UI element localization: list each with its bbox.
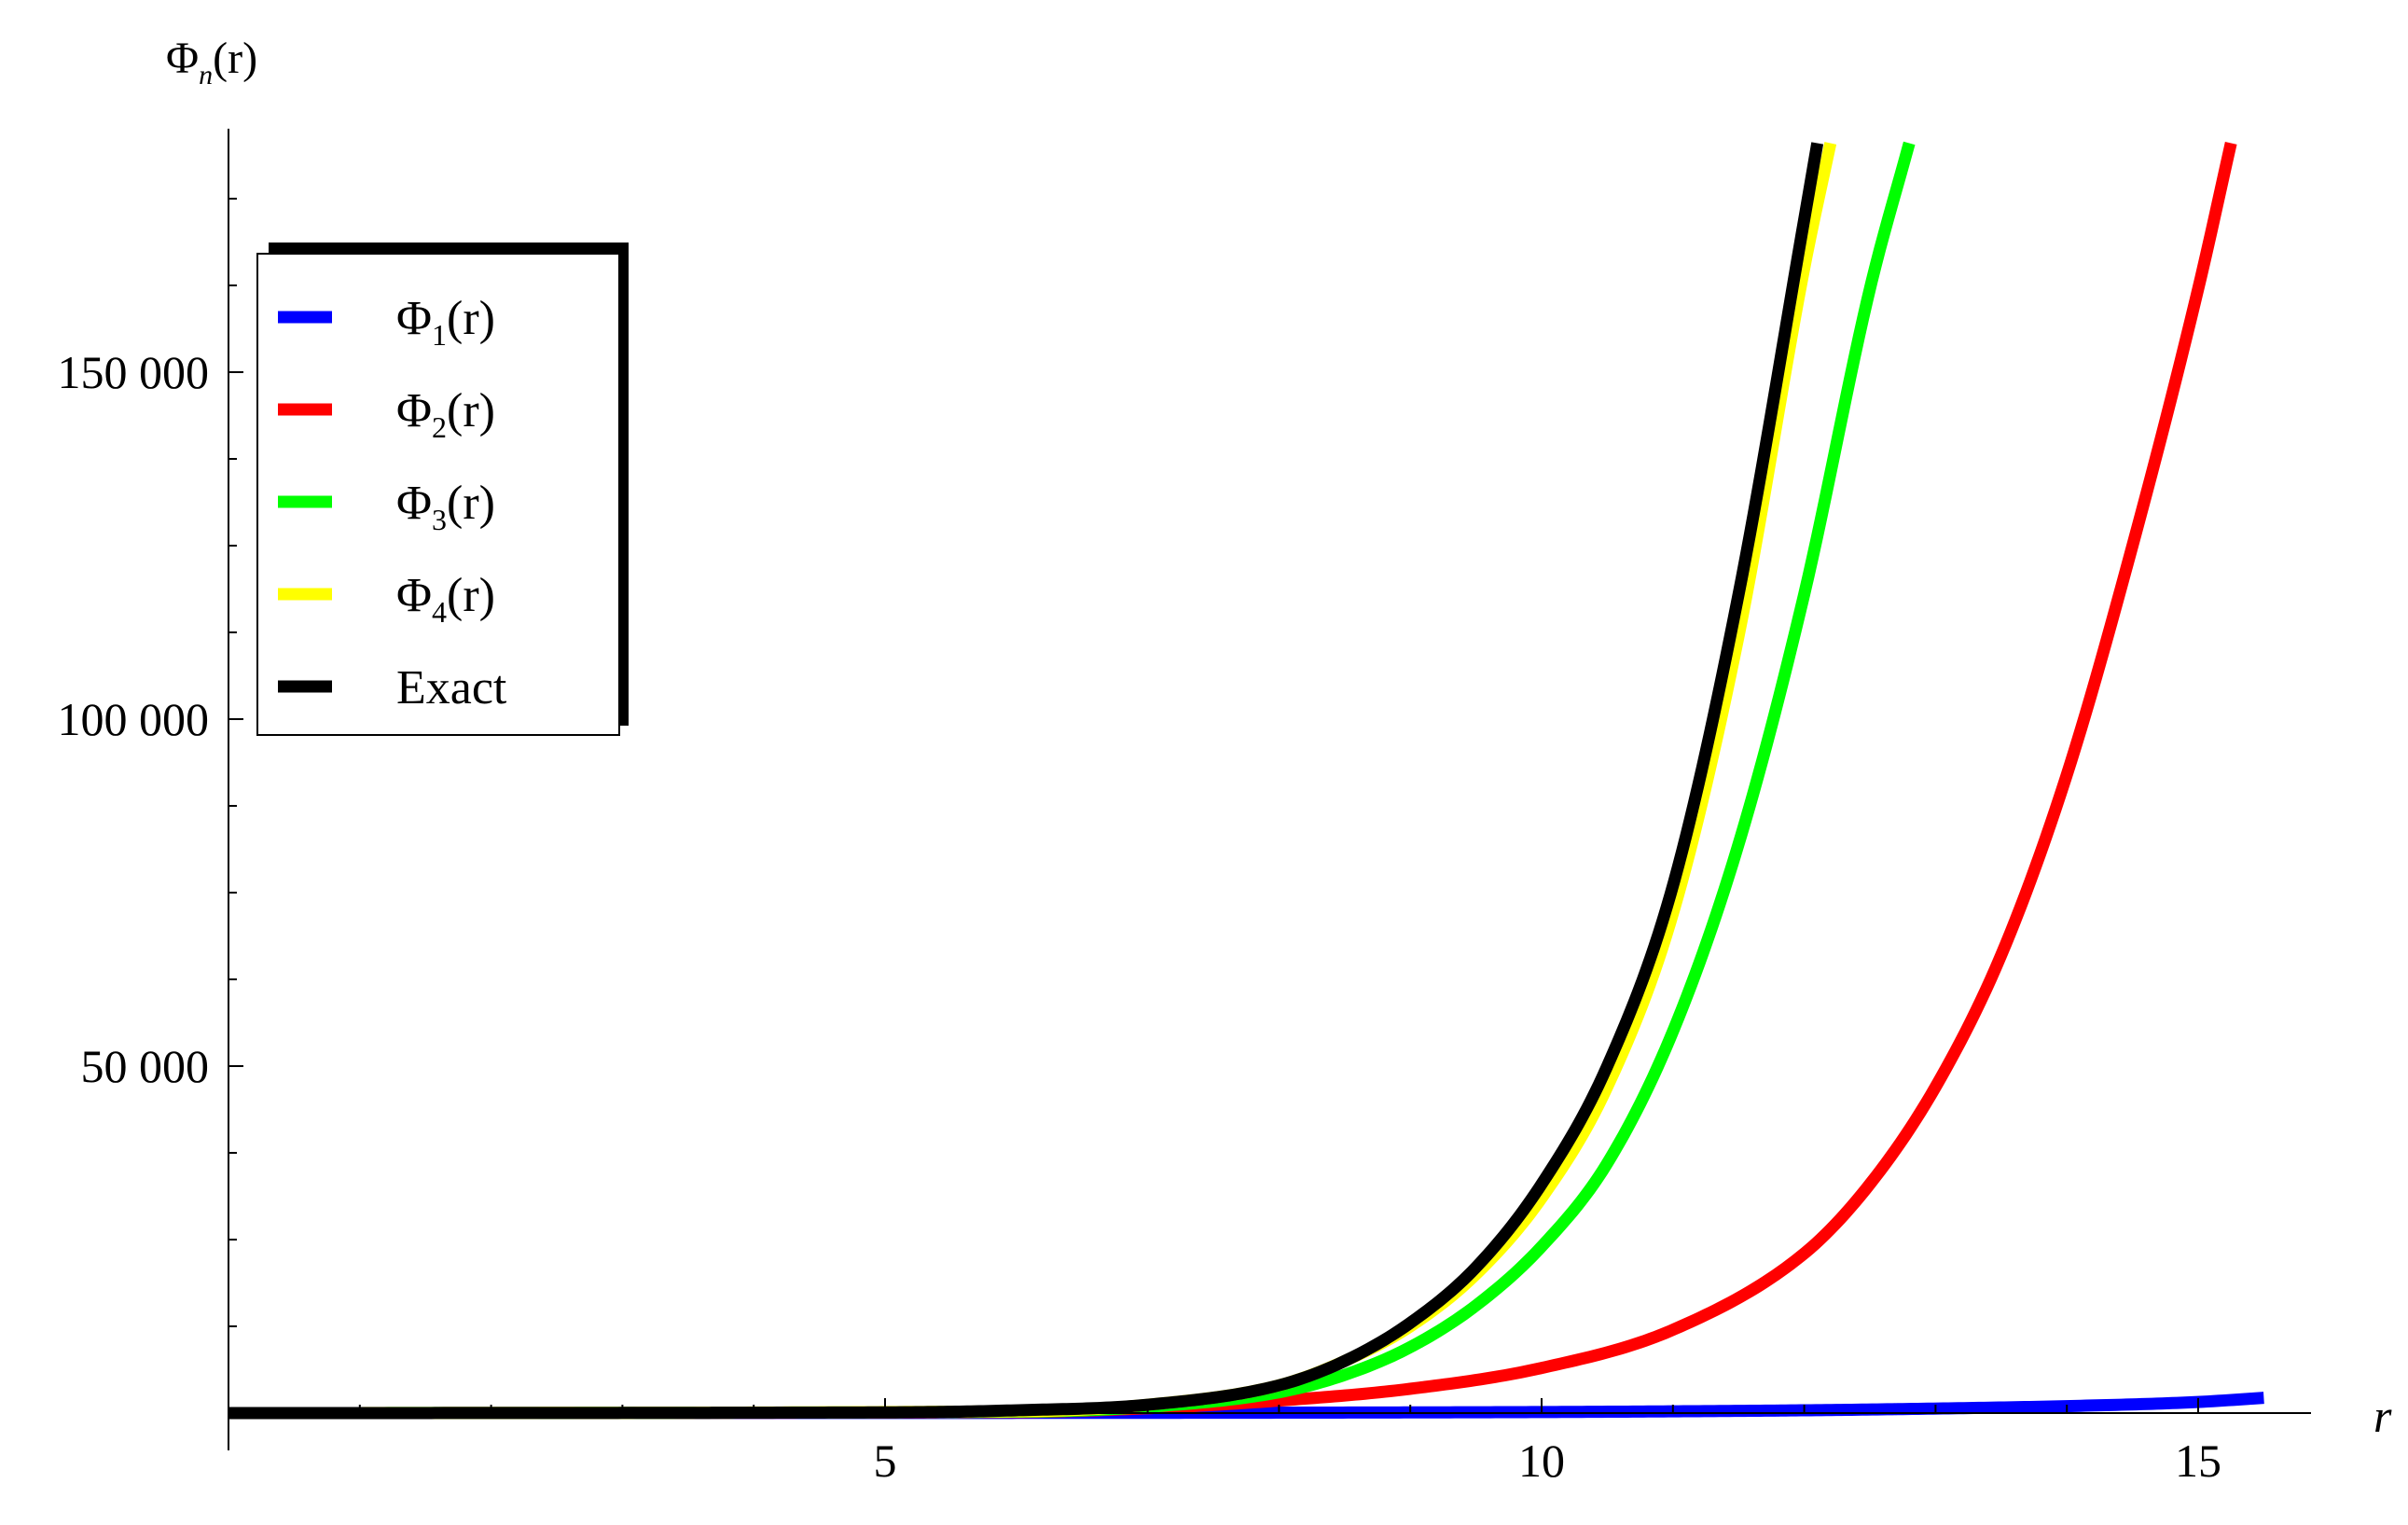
legend-label-1: Φ1(r) [396,292,495,352]
legend-label-2: Φ2(r) [396,384,495,444]
axes-layer: 5 10 15 50 000 100 000 150 000 Φn(r) r [58,34,2393,1487]
x-tick-label: 10 [1518,1435,1565,1487]
legend-label-5: Exact [396,661,507,714]
legend-box [256,253,620,736]
legend-label-4: Φ4(r) [396,569,495,629]
y-axis-label: Φn(r) [166,34,257,90]
y-tick-label: 150 000 [58,346,210,398]
y-tick-label: 50 000 [81,1040,210,1092]
x-tick-label: 5 [874,1435,897,1487]
x-tick-label: 15 [2175,1435,2221,1487]
legend: Φ1(r) Φ2(r) Φ3(r) Φ4(r) Exact [256,243,629,736]
legend-label-3: Φ3(r) [396,477,495,536]
y-tick-label: 100 000 [58,693,210,745]
x-axis-label: r [2373,1390,2392,1442]
